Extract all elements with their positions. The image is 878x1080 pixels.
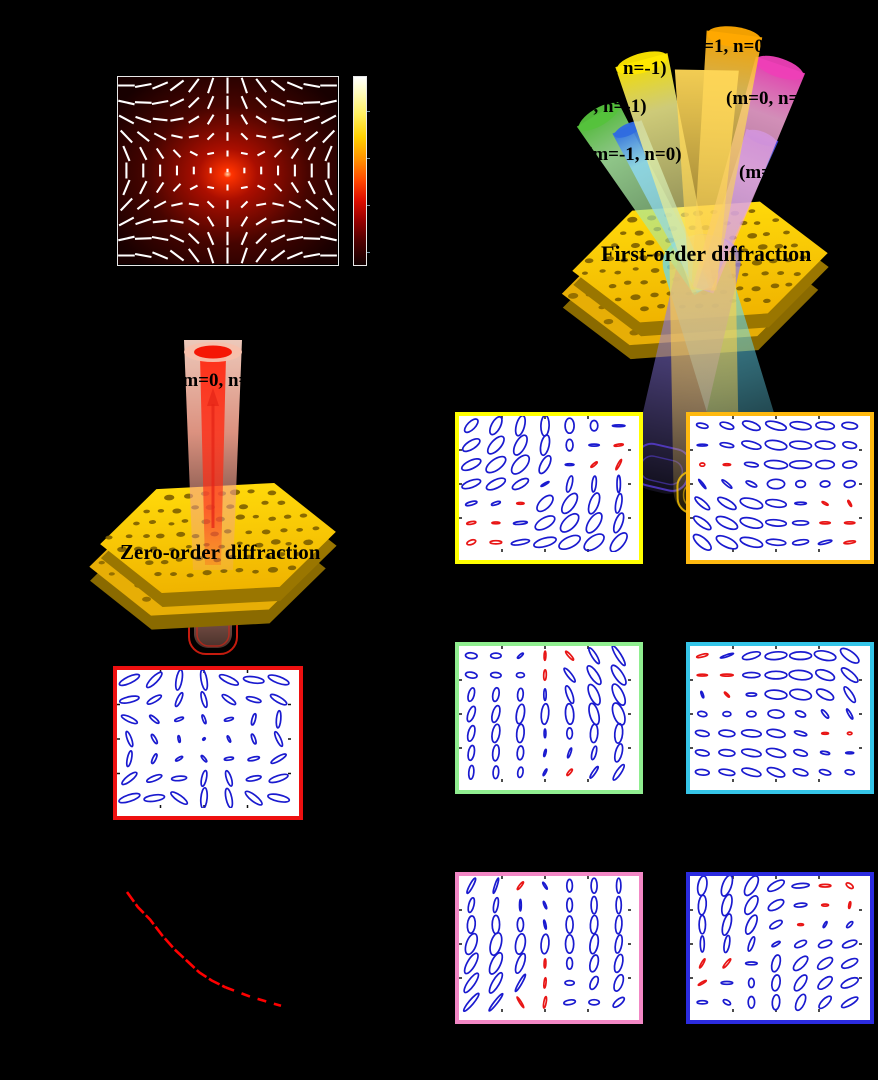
zero-order-diffraction-scene	[89, 340, 337, 655]
ellipse-panel-orange	[686, 412, 874, 564]
intensity-colorbar	[353, 76, 370, 266]
ellipse-panel-green	[455, 642, 643, 794]
first-order-title: First-order diffraction	[601, 241, 812, 266]
source-polarization-map	[117, 76, 339, 266]
ellipse-panel-cyan	[686, 642, 874, 794]
beam-label-m1-n-1: (m=1, n=-1)	[571, 58, 667, 79]
beam-label-m1-n0: (m=1, n=0)	[681, 36, 771, 57]
ellipse-panel-magenta	[455, 872, 643, 1024]
beam-label-m0-n-1: (m=0, n=-1)	[551, 96, 647, 117]
zero-order-title: Zero-order diffraction	[120, 540, 321, 564]
beam-label-m0-n0: (m=0, n=0)	[176, 370, 266, 391]
ellipse-panel-zero-order	[113, 666, 303, 820]
ellipse-panel-yellow	[455, 412, 643, 564]
colorbar-gradient	[354, 77, 366, 265]
first-order-diffraction-scene	[561, 26, 829, 518]
beam-label-m-1-n0: (m=-1, n=0)	[586, 144, 682, 165]
ellipse-panel-blue	[686, 872, 874, 1024]
decay-curve-plot	[125, 891, 282, 1008]
vector-field-canvas	[118, 77, 337, 264]
beam-label-m0-n1: (m=0, n=1)	[726, 88, 816, 109]
beam-label-m-1-n1: (m=-1, n=1)	[739, 162, 835, 183]
